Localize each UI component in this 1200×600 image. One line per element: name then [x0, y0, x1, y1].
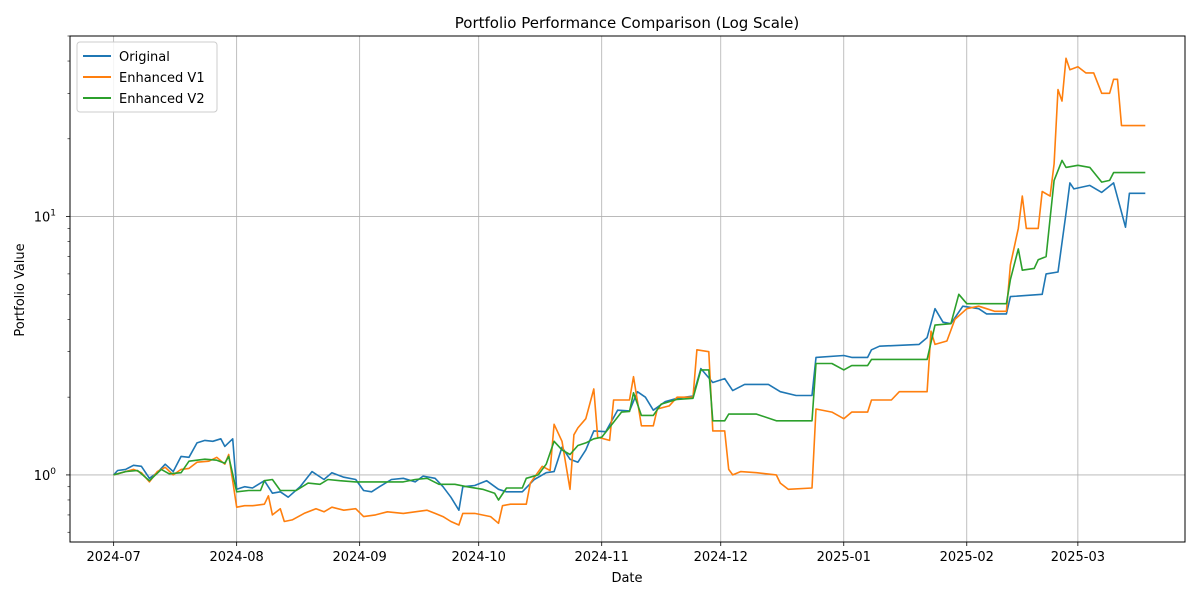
grid	[70, 36, 1185, 542]
plot-frame	[69, 35, 1186, 543]
series-line-original	[113, 182, 1146, 512]
legend-label: Enhanced V1	[119, 71, 205, 86]
x-tick-label: 2024-11	[575, 550, 629, 565]
x-axis: 2024-07 2024-08 2024-09 2024-10 2024-11 2024-…	[86, 542, 1105, 565]
x-tick-label: 2025-03	[1051, 550, 1105, 565]
x-axis-label: Date	[611, 571, 642, 586]
series-line-enhanced-v1	[113, 57, 1146, 526]
x-tick-label: 2025-01	[817, 550, 871, 565]
x-tick-label: 2024-08	[209, 550, 263, 565]
legend-label: Original	[119, 50, 170, 65]
y-axis: 100 101	[34, 35, 70, 533]
legend-label: Enhanced V2	[119, 92, 205, 107]
x-tick-label: 2024-07	[86, 550, 140, 565]
y-axis-label: Portfolio Value	[13, 243, 28, 336]
x-tick-label: 2024-12	[694, 550, 748, 565]
y-tick-label: 101	[34, 209, 56, 226]
legend-box	[76, 41, 218, 113]
chart-title: Portfolio Performance Comparison (Log Sc…	[455, 14, 800, 32]
x-tick-label: 2024-10	[452, 550, 506, 565]
series-layer	[113, 57, 1146, 526]
legend: Original Enhanced V1 Enhanced V2	[76, 41, 218, 113]
y-tick-label: 100	[34, 467, 57, 484]
x-tick-label: 2024-09	[332, 550, 386, 565]
series-line-enhanced-v2	[113, 159, 1146, 501]
x-tick-label: 2025-02	[940, 550, 994, 565]
